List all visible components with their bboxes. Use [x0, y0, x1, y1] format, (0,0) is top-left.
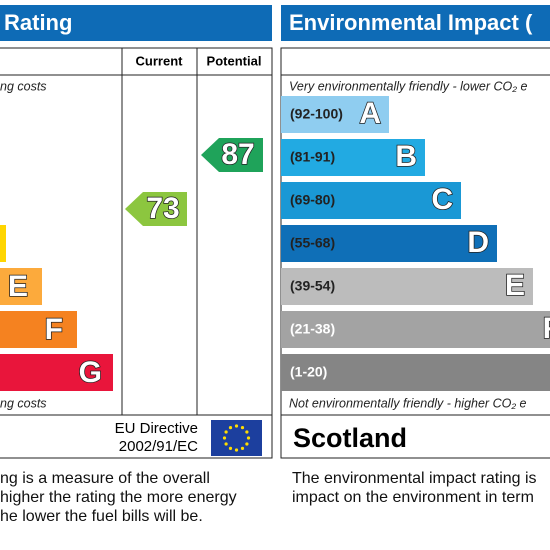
directive: EU Directive: [115, 420, 198, 437]
band-letter: D: [467, 226, 489, 259]
band-letter: G: [79, 356, 102, 389]
top-note: ng costs: [0, 79, 47, 93]
bottom-note: ng costs: [0, 396, 47, 410]
energy-header: [0, 5, 272, 41]
band-range: (81-91): [290, 149, 335, 165]
description: impact on the environment in term: [292, 489, 534, 506]
eu-star: [240, 446, 245, 450]
energy-title: Rating: [4, 10, 72, 35]
directive: 2002/91/EC: [119, 438, 198, 455]
current-rating: 73: [146, 192, 179, 225]
column-header: Current: [136, 53, 184, 68]
description: higher the rating the more energy: [0, 489, 237, 506]
band-letter: F: [45, 313, 63, 346]
band-letter: E: [505, 269, 525, 302]
eu-star: [245, 442, 249, 446]
env-band: [281, 182, 461, 219]
eu-star: [224, 442, 228, 446]
band-range: (69-80): [290, 192, 335, 208]
eu-star: [228, 426, 233, 430]
eu-star: [222, 436, 227, 440]
band-letter: E: [8, 270, 28, 303]
band-f: [0, 311, 77, 348]
env-band: [281, 96, 389, 133]
eu-star: [224, 430, 228, 434]
band-range: (92-100): [290, 106, 343, 122]
band-d: [0, 225, 6, 262]
description: he lower the fuel bills will be.: [0, 508, 203, 525]
eu-star: [228, 446, 233, 450]
description: The environmental impact rating is: [292, 470, 537, 487]
description: ng is a measure of the overall: [0, 470, 210, 487]
band-letter: B: [395, 140, 417, 173]
band-e: [0, 268, 42, 305]
eu-star: [246, 436, 251, 440]
current-arrow: [125, 192, 187, 226]
eu-star: [234, 448, 239, 452]
band-letter: A: [359, 97, 381, 130]
eu-star: [240, 426, 245, 430]
column-header: Potential: [207, 53, 262, 68]
band-g: [0, 354, 113, 391]
band-range: (21-38): [290, 321, 335, 337]
region: Scotland: [293, 423, 407, 453]
band-letter: C: [431, 183, 453, 216]
environment-title: Environmental Impact (: [289, 10, 533, 35]
env-band: [281, 311, 550, 348]
band-range: (39-54): [290, 278, 335, 294]
band-range: (1-20): [290, 364, 327, 380]
environment-header: [281, 5, 550, 41]
env-band: [281, 139, 425, 176]
band-letter: F: [543, 312, 550, 345]
potential-rating: 87: [221, 138, 254, 171]
eu-star: [245, 430, 249, 434]
env-band: [281, 225, 497, 262]
energy-frame: [0, 47, 273, 459]
bottom-note: Not environmentally friendly - higher CO…: [289, 396, 527, 410]
env-band: [281, 268, 533, 305]
eu-star: [234, 424, 239, 428]
band-range: (55-68): [290, 235, 335, 251]
env-band: [281, 354, 550, 391]
potential-arrow: [201, 138, 263, 172]
top-note: Very environmentally friendly - lower CO…: [289, 79, 527, 93]
